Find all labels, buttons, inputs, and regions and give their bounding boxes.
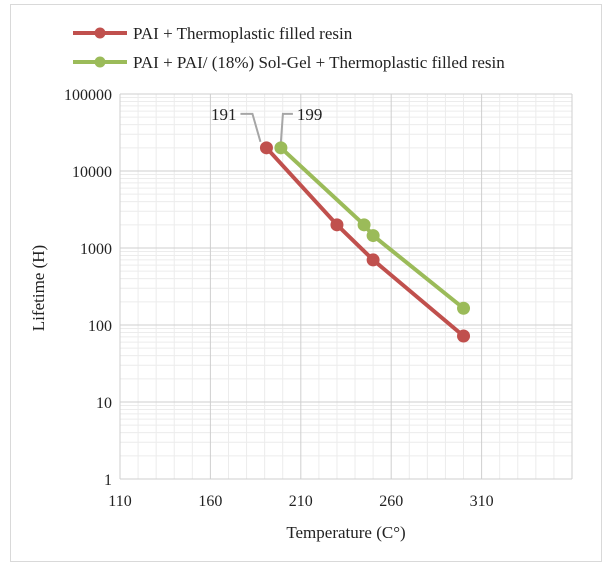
x-tick-label: 210: [289, 493, 313, 510]
y-tick-label: 10000: [72, 164, 112, 181]
data-point: [366, 229, 380, 243]
x-axis-title: Temperature (C°): [286, 523, 405, 542]
grid-major: [119, 93, 573, 480]
data-point: [457, 301, 471, 315]
legend-label-pai-solgel: PAI + PAI/ (18%) Sol-Gel + Thermoplastic…: [133, 53, 505, 72]
x-tick-label: 110: [108, 493, 131, 510]
x-tick-label: 310: [470, 493, 494, 510]
legend: PAI + Thermoplastic filled resin PAI + P…: [73, 24, 505, 72]
legend-swatch-marker-green: [94, 56, 106, 68]
annotation-label: 199: [297, 105, 323, 124]
data-point: [330, 218, 344, 232]
x-tick-label: 260: [379, 493, 403, 510]
data-point: [457, 329, 471, 343]
y-tick-label: 10: [96, 395, 112, 412]
data-point: [274, 141, 288, 155]
series-line-0: [264, 146, 465, 338]
y-tick-labels: 1 10 100 1000 10000 100000: [64, 87, 112, 489]
legend-label-pai-thermoplastic: PAI + Thermoplastic filled resin: [133, 24, 353, 43]
series-markers: [259, 141, 471, 343]
annotation-leader: [240, 112, 262, 143]
y-tick-label: 100000: [64, 87, 112, 104]
x-tick-label: 160: [198, 493, 222, 510]
data-point: [259, 141, 273, 155]
annotations: 191 199: [211, 105, 323, 143]
y-axis-title: Lifetime (H): [29, 245, 48, 331]
y-tick-label: 1000: [80, 241, 112, 258]
y-tick-label: 1: [104, 472, 112, 489]
series-line-1: [279, 146, 465, 310]
series-lines: [264, 146, 465, 338]
legend-item-pai-thermoplastic: PAI + Thermoplastic filled resin: [73, 24, 353, 43]
annotation-label: 191: [211, 105, 237, 124]
x-tick-labels: 110 160 210 260 310: [108, 493, 493, 510]
data-point: [357, 218, 371, 232]
data-point: [366, 253, 380, 267]
grid-minor: [120, 94, 572, 479]
legend-swatch-marker-red: [94, 27, 106, 39]
legend-item-pai-solgel: PAI + PAI/ (18%) Sol-Gel + Thermoplastic…: [73, 53, 505, 72]
y-tick-label: 100: [88, 318, 112, 335]
chart-frame: [10, 4, 602, 562]
annotation-leader: [279, 112, 293, 142]
